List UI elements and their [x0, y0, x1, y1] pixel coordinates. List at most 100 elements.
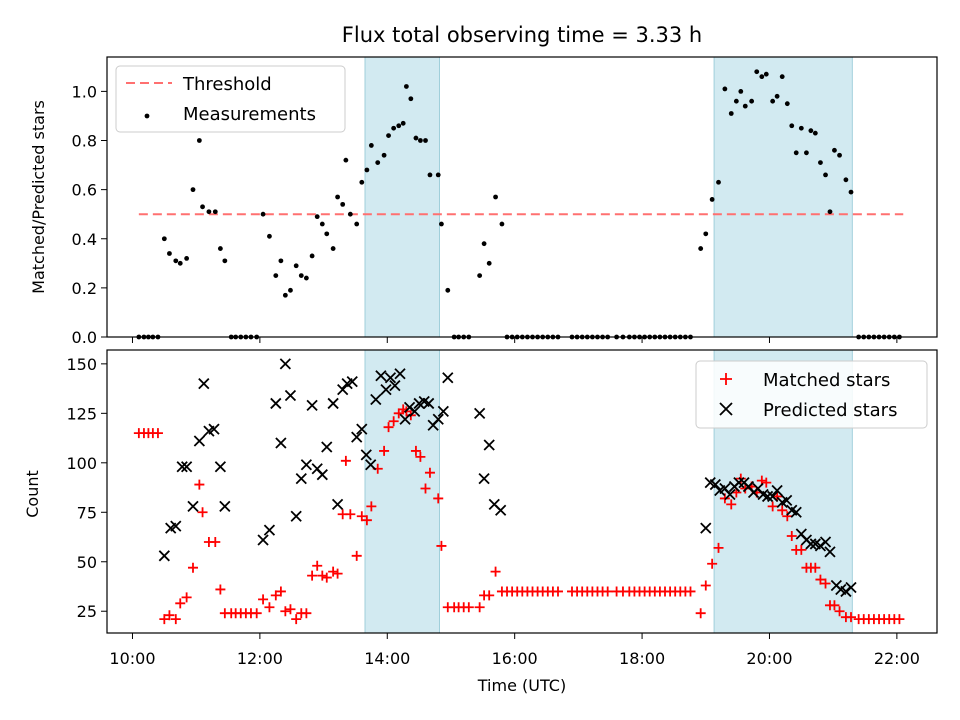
top-axes-frame	[106, 56, 938, 338]
top-legend-box	[115, 65, 346, 133]
matched-star-point	[695, 608, 706, 619]
measurement-point	[206, 209, 212, 215]
predicted-star-point	[316, 469, 328, 481]
matched-star-point	[366, 501, 377, 512]
bottom-y-tick-label: 100	[66, 454, 97, 473]
top-y-tick-label: 0.0	[72, 328, 97, 347]
predicted-star-point	[483, 439, 495, 451]
measurement-point	[759, 74, 765, 80]
x-tick-label: 18:00	[619, 649, 665, 668]
predicted-star-point	[845, 581, 857, 594]
predicted-star-point	[193, 435, 206, 447]
predicted-star-point	[337, 383, 349, 396]
x-tick-label: 16:00	[492, 649, 538, 668]
matched-star-point	[215, 584, 226, 595]
matched-star-point	[424, 467, 435, 478]
measurement-point	[827, 209, 833, 215]
bottom-legend-box	[695, 360, 928, 429]
matched-star-point	[187, 562, 198, 573]
top-panel: 0.0 0.2 0.4 0.6 0.8 1.0 Threshold Measurements	[72, 56, 938, 347]
predicted-star-point	[819, 536, 832, 548]
matched-star-point	[767, 501, 778, 512]
bottom-y-tick-label: 50	[77, 553, 97, 572]
measurement-point	[848, 189, 854, 195]
matched-star-point	[700, 580, 711, 591]
measurement-point	[222, 258, 228, 264]
matched-star-point	[685, 586, 696, 597]
matched-star-point	[410, 445, 421, 456]
bottom-legend: Matched stars Predicted stars	[695, 360, 928, 429]
matched-star-point	[312, 560, 323, 571]
measurement-point	[314, 214, 320, 220]
predicted-star-point	[790, 506, 802, 518]
matched-star-point	[332, 568, 343, 579]
measurement-point	[282, 292, 288, 298]
predicted-star-point	[331, 498, 344, 511]
predicted-star-point	[176, 461, 188, 473]
measurement-point	[184, 256, 190, 261]
bottom-y-tick-label: 75	[77, 503, 97, 522]
measurement-point	[288, 287, 293, 293]
measurement-point	[818, 160, 823, 166]
predicted-star-point	[370, 393, 382, 406]
top-y-tick-label: 0.2	[72, 279, 97, 298]
predicted-star-point	[437, 405, 449, 417]
shaded-region-1	[364, 56, 440, 338]
matched-star-point	[340, 455, 351, 466]
matched-star-point	[815, 574, 826, 585]
predicted-star-point	[709, 478, 721, 491]
shaded-region-1	[364, 349, 440, 634]
matched-star-point	[602, 586, 613, 597]
predicted-star-point	[771, 484, 783, 497]
matched-star-point	[181, 592, 192, 603]
measurement-point	[716, 179, 721, 185]
matched-star-point	[383, 422, 394, 433]
matched-star-point	[474, 602, 485, 613]
predicted-star-point	[300, 459, 313, 471]
x-tick-label: 14:00	[364, 649, 410, 668]
measurement-point	[728, 111, 734, 116]
top-y-tick-label: 0.6	[72, 181, 97, 200]
measurement-point	[278, 258, 284, 264]
matched-star-point	[356, 511, 367, 522]
predicted-star-point	[474, 407, 486, 419]
legend-predicted-swatch	[719, 402, 733, 416]
matched-star-point	[345, 509, 356, 520]
measurement-point	[368, 143, 374, 148]
matched-star-point	[317, 570, 328, 581]
predicted-star-point	[351, 431, 363, 443]
measurement-point	[793, 150, 799, 156]
measurement-point	[789, 123, 795, 129]
predicted-star-point	[180, 461, 193, 473]
measurement-point	[770, 98, 776, 104]
predicted-star-point	[442, 372, 454, 384]
measurement-point	[417, 138, 423, 143]
matched-star-point	[707, 558, 718, 569]
measurement-point	[391, 125, 397, 131]
measurement-point	[364, 167, 370, 173]
x-tick-label: 22:00	[874, 649, 920, 668]
measurement-point	[403, 84, 409, 89]
matched-star-point	[291, 614, 302, 625]
matched-star-point	[170, 614, 181, 625]
matched-star-point	[270, 590, 281, 601]
measurement-point	[293, 263, 299, 269]
matched-star-point	[463, 602, 474, 613]
measurement-point	[499, 221, 505, 227]
matched-star-point	[321, 572, 332, 583]
measurement-point	[303, 275, 309, 281]
measurement-point	[212, 209, 218, 215]
matched-star-point	[328, 566, 339, 577]
measurement-point	[260, 211, 266, 217]
measurement-point	[340, 201, 346, 207]
matched-star-point	[726, 499, 737, 510]
legend-measurements-swatch	[144, 113, 150, 119]
matched-star-point	[415, 451, 426, 462]
measurement-point	[703, 231, 709, 237]
x-tick-label: 12:00	[237, 649, 283, 668]
bottom-y-tick-label: 25	[77, 602, 97, 621]
predicted-star-point	[275, 437, 287, 449]
predicted-star-point	[389, 379, 401, 392]
legend-matched-swatch	[720, 373, 732, 385]
